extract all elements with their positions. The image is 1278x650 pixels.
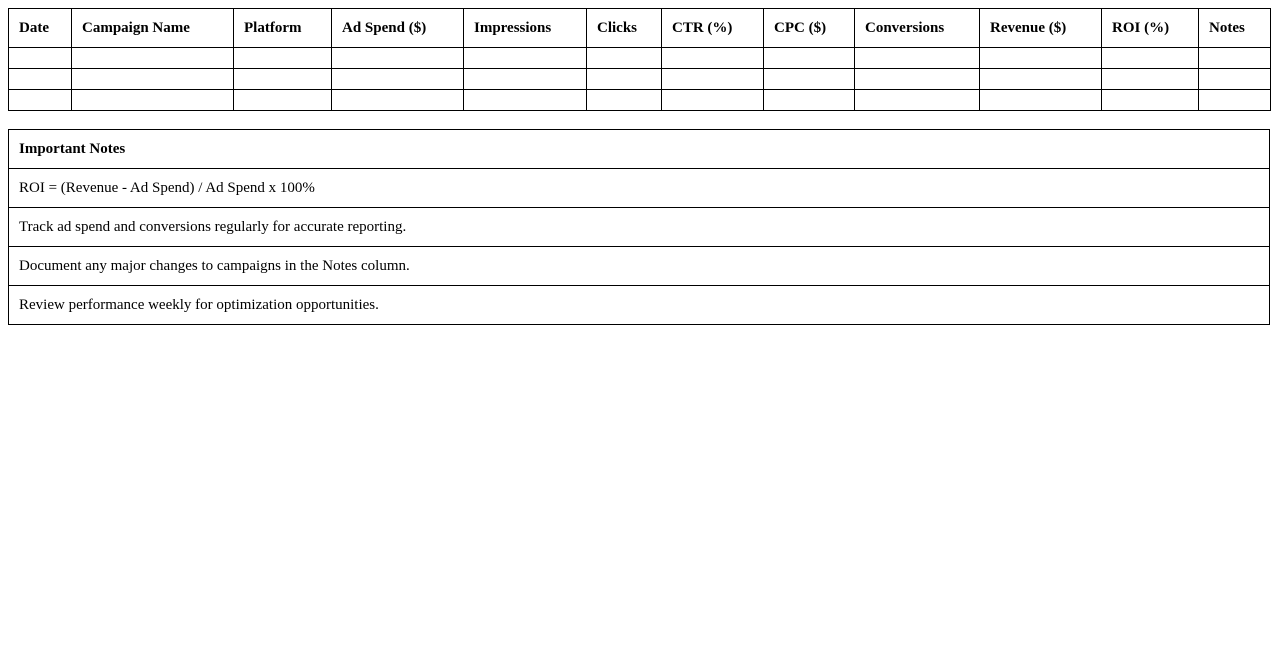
table-cell[interactable] xyxy=(586,68,662,90)
table-cell[interactable] xyxy=(233,89,332,111)
column-header: ROI (%) xyxy=(1101,8,1199,48)
table-cell[interactable] xyxy=(586,47,662,69)
table-cell[interactable] xyxy=(331,68,464,90)
table-cell[interactable] xyxy=(979,68,1102,90)
table-cell[interactable] xyxy=(71,89,234,111)
note-item: ROI = (Revenue - Ad Spend) / Ad Spend x … xyxy=(8,168,1270,208)
table-cell[interactable] xyxy=(331,89,464,111)
table-cell[interactable] xyxy=(463,89,587,111)
table-cell[interactable] xyxy=(1101,89,1199,111)
table-row xyxy=(8,68,1271,90)
table-cell[interactable] xyxy=(661,68,764,90)
table-cell[interactable] xyxy=(854,47,980,69)
table-cell[interactable] xyxy=(586,89,662,111)
table-cell[interactable] xyxy=(71,47,234,69)
column-header: CTR (%) xyxy=(661,8,764,48)
table-cell[interactable] xyxy=(8,89,72,111)
column-header: Clicks xyxy=(586,8,662,48)
table-cell[interactable] xyxy=(979,89,1102,111)
table-cell[interactable] xyxy=(233,47,332,69)
table-cell[interactable] xyxy=(854,68,980,90)
column-header: Notes xyxy=(1198,8,1271,48)
table-cell[interactable] xyxy=(763,47,855,69)
note-item: Track ad spend and conversions regularly… xyxy=(8,207,1270,247)
table-cell[interactable] xyxy=(1101,68,1199,90)
notes-title: Important Notes xyxy=(8,129,1270,169)
note-item: Review performance weekly for optimizati… xyxy=(8,285,1270,325)
column-header: Platform xyxy=(233,8,332,48)
table-cell[interactable] xyxy=(331,47,464,69)
table-cell[interactable] xyxy=(1198,89,1271,111)
table-cell[interactable] xyxy=(763,89,855,111)
table-cell[interactable] xyxy=(763,68,855,90)
table-cell[interactable] xyxy=(661,89,764,111)
table-cell[interactable] xyxy=(661,47,764,69)
column-header: Conversions xyxy=(854,8,980,48)
column-header: Ad Spend ($) xyxy=(331,8,464,48)
note-item: Document any major changes to campaigns … xyxy=(8,246,1270,286)
table-cell[interactable] xyxy=(1198,68,1271,90)
header-row: Date Campaign Name Platform Ad Spend ($) Imp… xyxy=(8,8,1271,48)
notes-table: Important Notes ROI = (Revenue - Ad Spen… xyxy=(8,129,1270,325)
table-cell[interactable] xyxy=(1198,47,1271,69)
campaign-table: Date Campaign Name Platform Ad Spend ($) Imp… xyxy=(8,8,1271,111)
column-header: Impressions xyxy=(463,8,587,48)
table-cell[interactable] xyxy=(1101,47,1199,69)
table-cell[interactable] xyxy=(233,68,332,90)
column-header: Date xyxy=(8,8,72,48)
table-cell[interactable] xyxy=(463,47,587,69)
table-cell[interactable] xyxy=(8,68,72,90)
page: Date Campaign Name Platform Ad Spend ($) Imp… xyxy=(8,8,1271,325)
table-row xyxy=(8,89,1271,111)
table-cell[interactable] xyxy=(463,68,587,90)
table-cell[interactable] xyxy=(8,47,72,69)
table-cell[interactable] xyxy=(71,68,234,90)
table-cell[interactable] xyxy=(854,89,980,111)
table-cell[interactable] xyxy=(979,47,1102,69)
column-header: Revenue ($) xyxy=(979,8,1102,48)
column-header: CPC ($) xyxy=(763,8,855,48)
column-header: Campaign Name xyxy=(71,8,234,48)
table-row xyxy=(8,47,1271,69)
